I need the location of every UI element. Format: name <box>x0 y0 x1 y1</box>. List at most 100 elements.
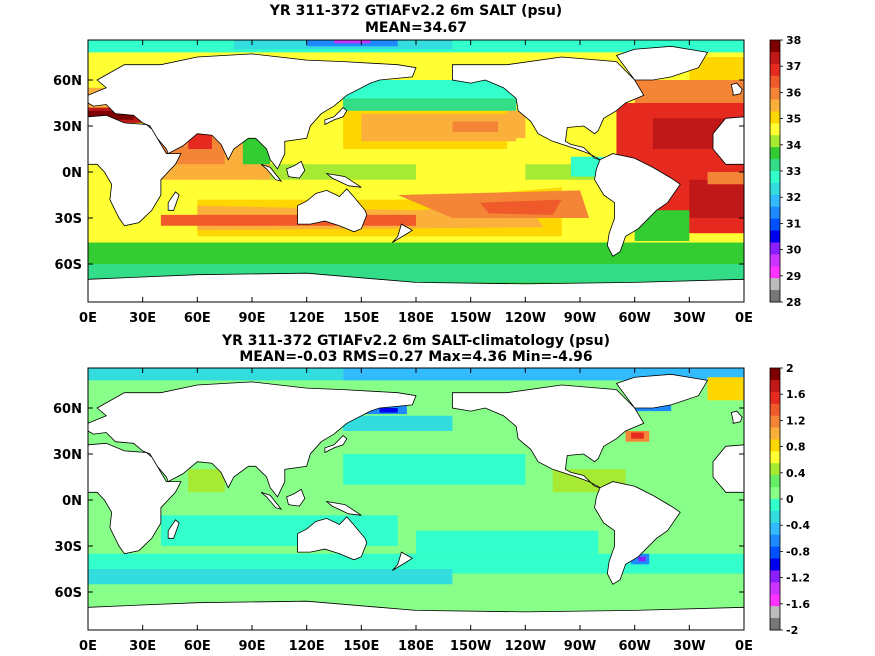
colorbar-label: 34 <box>786 139 802 152</box>
top-chart-subtitle: MEAN=34.67 <box>364 20 468 36</box>
landmass-greenland <box>615 373 709 409</box>
x-tick-label: 30E <box>129 639 156 654</box>
colorbar-label: 36 <box>786 86 802 99</box>
landmass-eurasia <box>88 53 417 170</box>
x-tick-label: 180E <box>398 311 434 326</box>
landmass-newguinea <box>325 172 362 188</box>
x-tick-label: 0E <box>79 311 97 326</box>
landmass-africa <box>88 114 182 227</box>
colorbar-label: 30 <box>786 244 802 257</box>
landmass-sumatra <box>260 163 283 182</box>
x-tick-label: 0E <box>79 639 97 654</box>
x-tick-label: 150W <box>450 639 491 654</box>
salinity-region-11 <box>361 113 517 142</box>
landmass-namerica <box>452 56 645 161</box>
salinity-region-6 <box>479 199 562 215</box>
salinity-region-12 <box>452 121 498 133</box>
y-tick-label: 30S <box>55 212 82 227</box>
colorbar-swatch <box>770 618 780 631</box>
colorbar-swatch <box>770 463 780 476</box>
colorbar-swatch <box>770 206 780 220</box>
colorbar-swatch <box>770 87 780 101</box>
landmass-antarctica <box>88 272 744 302</box>
colorbar-swatch <box>770 111 780 124</box>
colorbar-swatch <box>770 534 780 548</box>
colorbar-label: -2 <box>786 624 798 637</box>
salinity-region-24 <box>689 179 744 218</box>
salinity-region-29 <box>689 57 744 80</box>
colorbar-swatch <box>770 391 780 405</box>
x-tick-label: 30E <box>129 311 156 326</box>
salinity-region-14 <box>707 377 744 401</box>
landmass-newguinea <box>325 500 362 516</box>
salinity-region-14 <box>343 98 517 111</box>
colorbar-label: -0.4 <box>786 519 810 532</box>
x-tick-label: 60W <box>618 311 650 326</box>
landmass-australia <box>297 188 368 233</box>
landmass-greenland <box>615 45 709 81</box>
colorbar-swatch <box>770 63 780 77</box>
colorbar-swatch <box>770 427 780 440</box>
landmass-nz <box>392 551 414 571</box>
landmass-borneo <box>286 160 306 179</box>
x-tick-label: 60E <box>184 311 211 326</box>
colorbar-swatch <box>770 290 780 303</box>
salinity-region-18 <box>188 469 225 493</box>
salinity-region-5 <box>416 530 599 554</box>
y-tick-label: 0N <box>62 166 82 181</box>
colorbar-swatch <box>770 230 780 243</box>
landmass-madagascar <box>167 191 180 211</box>
landmass-africaW <box>712 444 744 493</box>
landmass-namerica <box>452 384 645 489</box>
colorbar-label: -0.8 <box>786 545 810 558</box>
y-tick-label: 30N <box>53 120 82 135</box>
colorbar-swatch <box>770 510 780 524</box>
colorbar-swatch <box>770 606 780 619</box>
x-tick-label: 180E <box>398 639 434 654</box>
salinity-region-9 <box>379 408 398 413</box>
salinity-region-10 <box>88 368 344 381</box>
landmass-samerica <box>594 481 681 585</box>
colorbar-swatch <box>770 368 780 381</box>
landmass-uk <box>730 410 743 424</box>
colorbar-swatch <box>770 487 780 500</box>
x-tick-label: 120E <box>289 639 325 654</box>
salinity-region-17 <box>638 556 646 562</box>
colorbar-swatch <box>770 182 780 196</box>
x-tick-label: 150W <box>450 311 491 326</box>
y-tick-label: 60S <box>55 258 82 273</box>
landmass-sumatra <box>260 491 283 510</box>
y-tick-label: 30N <box>53 448 82 463</box>
x-tick-label: 120E <box>289 311 325 326</box>
x-tick-label: 0E <box>735 311 753 326</box>
colorbar-label: 1.2 <box>786 414 806 427</box>
map-field <box>88 40 744 302</box>
landmass-antarctica <box>88 600 744 630</box>
colorbar-label: 1.6 <box>786 388 806 401</box>
landmass-nz <box>392 223 414 243</box>
salinity-region-20 <box>188 133 212 149</box>
y-tick-label: 60S <box>55 586 82 601</box>
colorbar-swatch <box>770 439 780 452</box>
colorbar-swatch <box>770 40 780 53</box>
x-tick-label: 120W <box>505 311 546 326</box>
colorbar-label: 37 <box>786 60 801 73</box>
colorbar-swatch <box>770 194 780 208</box>
colorbar-swatch <box>770 99 780 112</box>
colorbar-swatch <box>770 51 780 65</box>
colorbar-swatch <box>770 499 780 512</box>
top-salinity-map: 0E 30E 60E 90E 120E 150E 180E 150W 120W 90W 60W 30W… <box>53 34 802 326</box>
colorbar-label: -1.6 <box>786 598 810 611</box>
y-tick-label: 60N <box>53 74 82 89</box>
bottom-chart-title: YR 311-372 GTIAFv2.2 6m SALT-climatology… <box>222 333 610 349</box>
colorbar-swatch <box>770 570 780 583</box>
landmass-africa <box>88 442 182 555</box>
salinity-region-2 <box>88 569 453 585</box>
y-tick-label: 30S <box>55 540 82 555</box>
colorbar-label: 2 <box>786 362 794 375</box>
y-tick-label: 60N <box>53 402 82 417</box>
colorbar-swatch <box>770 159 780 172</box>
colorbar-label: 0.8 <box>786 441 806 454</box>
colorbar-swatch <box>770 582 780 595</box>
x-tick-label: 150E <box>343 311 379 326</box>
